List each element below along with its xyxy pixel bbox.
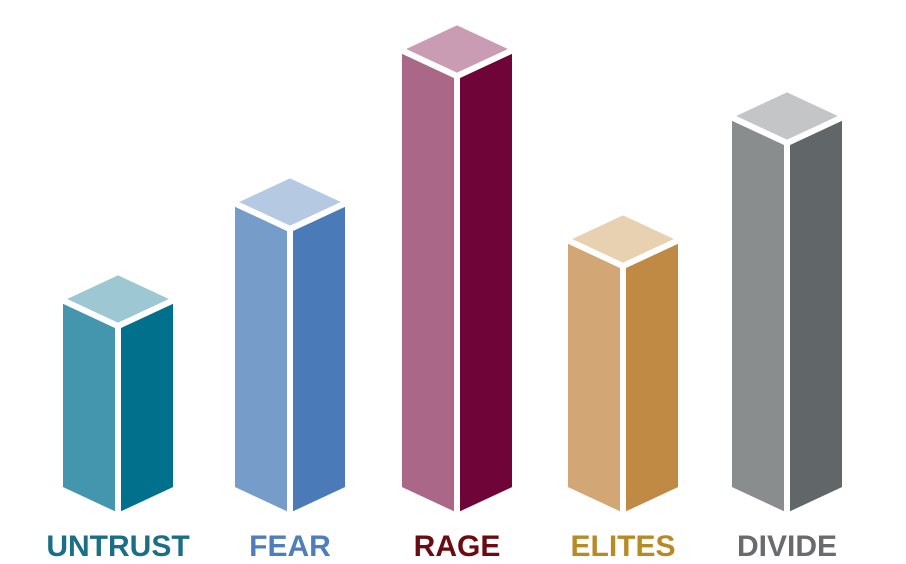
bar-left-face — [726, 113, 790, 519]
bar-right-face — [115, 296, 179, 519]
category-label-rage: RAGE — [414, 530, 501, 563]
bar-left-face — [229, 199, 293, 519]
bar-top-face — [57, 269, 179, 329]
category-label-fear: FEAR — [249, 530, 331, 563]
bar-top-face — [562, 209, 684, 269]
bar-right-face — [287, 199, 351, 519]
bar-divide — [726, 86, 848, 519]
bar-right-face — [784, 113, 848, 519]
bar-fear — [229, 172, 351, 519]
bar-untrust — [57, 269, 179, 519]
bar-top-face — [726, 86, 848, 146]
bar-top-face — [396, 19, 518, 79]
bar-left-face — [562, 236, 626, 519]
category-label-untrust: UNTRUST — [46, 530, 189, 563]
bar-elites — [562, 209, 684, 519]
category-label-divide: DIVIDE — [737, 530, 837, 563]
category-label-elites: ELITES — [570, 530, 675, 563]
labels-layer: UNTRUST FEAR RAGE ELITES DIVIDE — [46, 530, 837, 563]
bar-left-face — [396, 46, 460, 519]
bar-top-face — [229, 172, 351, 232]
bars-layer — [57, 19, 848, 519]
bar-rage — [396, 19, 518, 519]
bar-left-face — [57, 296, 121, 519]
bar-right-face — [620, 236, 684, 519]
bar-right-face — [454, 46, 518, 519]
